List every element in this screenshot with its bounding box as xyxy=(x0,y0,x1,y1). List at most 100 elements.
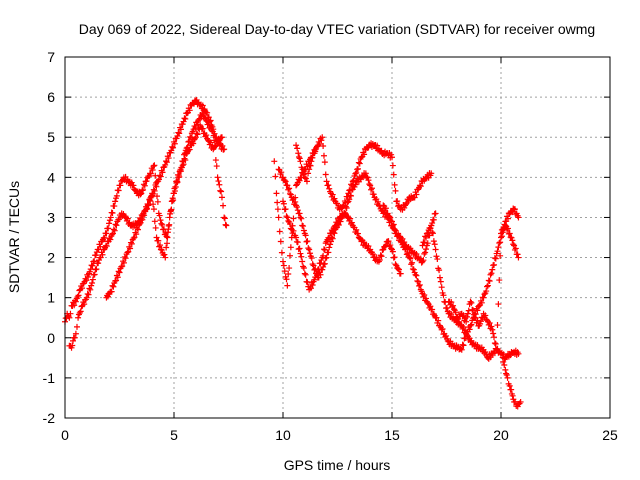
data-point xyxy=(120,259,127,266)
data-point xyxy=(297,214,304,221)
data-point xyxy=(320,152,327,159)
data-point xyxy=(434,256,441,263)
data-point xyxy=(214,174,221,181)
data-point xyxy=(220,202,227,209)
data-point xyxy=(297,158,304,165)
data-point xyxy=(103,243,110,250)
data-point xyxy=(210,126,217,133)
data-point xyxy=(353,226,360,233)
data-point xyxy=(274,199,281,206)
data-point xyxy=(154,198,161,205)
data-point xyxy=(290,195,297,202)
data-point xyxy=(91,271,98,278)
data-point xyxy=(306,246,313,253)
data-point xyxy=(413,250,420,257)
data-point xyxy=(286,190,293,197)
data-point xyxy=(454,314,461,321)
data-point xyxy=(298,253,305,260)
data-point xyxy=(428,222,435,229)
data-point xyxy=(284,282,291,289)
data-point xyxy=(462,327,469,334)
data-point xyxy=(452,309,459,316)
data-point xyxy=(182,157,189,164)
data-point xyxy=(75,314,82,321)
data-point xyxy=(132,187,139,194)
data-point xyxy=(159,221,166,228)
data-point xyxy=(509,237,516,244)
data-point xyxy=(305,245,312,252)
data-point xyxy=(296,210,303,217)
data-point xyxy=(286,265,293,272)
data-point xyxy=(335,217,342,224)
data-point xyxy=(501,361,508,368)
data-point xyxy=(114,274,121,281)
data-point xyxy=(156,172,163,179)
data-point xyxy=(162,254,169,261)
data-point xyxy=(480,294,487,301)
data-point xyxy=(171,140,178,147)
data-point xyxy=(281,268,288,275)
data-point xyxy=(488,270,495,277)
y-tick-label: 2 xyxy=(47,250,55,266)
data-point xyxy=(496,240,503,247)
data-point xyxy=(355,159,362,166)
data-point xyxy=(317,271,324,278)
data-point xyxy=(389,218,395,225)
data-point xyxy=(402,246,409,253)
data-point xyxy=(348,192,355,199)
data-point xyxy=(392,187,399,194)
data-point xyxy=(316,141,323,148)
data-point xyxy=(295,150,302,157)
data-point xyxy=(67,310,74,317)
data-point xyxy=(346,196,353,203)
data-point xyxy=(395,265,402,272)
data-point xyxy=(158,220,165,227)
data-point xyxy=(486,320,493,327)
data-point xyxy=(309,154,316,161)
x-tick-label: 0 xyxy=(61,427,69,443)
data-point xyxy=(282,178,289,185)
data-point xyxy=(458,346,465,353)
data-point xyxy=(498,233,505,240)
data-point xyxy=(151,218,158,225)
data-point xyxy=(488,323,495,330)
data-point xyxy=(515,254,522,261)
data-point xyxy=(423,295,430,302)
data-point xyxy=(286,221,293,228)
data-point xyxy=(95,260,102,267)
data-point xyxy=(352,170,359,177)
data-point xyxy=(115,216,122,223)
data-point xyxy=(165,222,172,229)
data-point xyxy=(489,266,496,273)
data-point xyxy=(282,206,289,213)
data-point xyxy=(290,215,297,222)
data-point xyxy=(283,276,290,283)
data-point xyxy=(397,270,404,277)
data-point xyxy=(110,226,117,233)
data-point xyxy=(390,171,397,178)
data-point xyxy=(409,265,416,272)
data-point xyxy=(293,204,300,211)
data-point xyxy=(390,221,397,228)
data-point xyxy=(113,277,120,284)
data-point xyxy=(506,382,513,389)
data-point xyxy=(331,195,338,202)
data-point xyxy=(416,281,423,288)
data-point xyxy=(365,177,372,184)
data-point xyxy=(428,170,435,177)
data-point xyxy=(73,323,80,330)
data-point xyxy=(342,203,349,210)
data-point xyxy=(295,246,302,253)
data-point xyxy=(491,334,498,341)
data-point xyxy=(173,179,180,186)
data-point xyxy=(468,321,475,328)
data-point xyxy=(296,155,303,162)
data-point xyxy=(308,255,315,262)
data-point xyxy=(432,246,439,253)
data-point xyxy=(218,188,225,195)
data-point xyxy=(138,190,145,197)
data-point xyxy=(429,229,436,236)
data-point xyxy=(433,253,440,260)
data-point xyxy=(361,151,368,158)
